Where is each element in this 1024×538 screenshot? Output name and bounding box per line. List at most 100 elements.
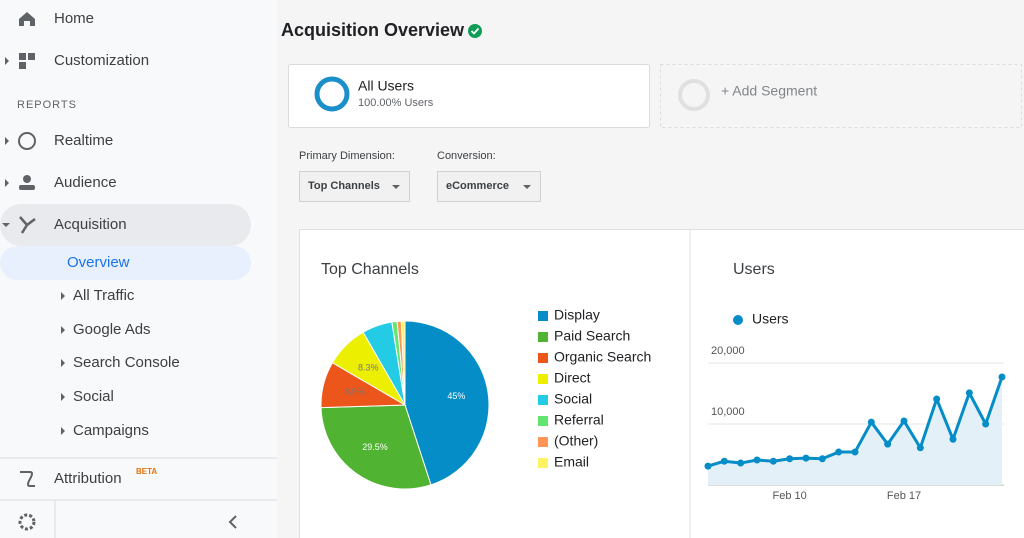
point xyxy=(998,373,1006,381)
dropdown-arrow xyxy=(392,185,400,189)
beta-badge: BETA xyxy=(136,467,157,476)
point xyxy=(933,395,941,403)
dimension-value: Top Channels xyxy=(308,180,380,192)
point xyxy=(867,418,875,426)
conversion-dropdown[interactable] xyxy=(437,171,541,202)
nav-item[interactable]: Customization xyxy=(54,52,149,69)
nav-item[interactable]: Home xyxy=(54,10,94,27)
dimension-label: Primary Dimension: xyxy=(299,150,395,162)
attribution-icon xyxy=(20,471,35,487)
nav-item[interactable]: Attribution xyxy=(54,470,122,487)
legend-swatch xyxy=(538,311,548,321)
verified-check xyxy=(470,27,480,35)
point xyxy=(786,455,794,463)
point xyxy=(851,448,859,456)
point xyxy=(769,457,777,465)
nav-item[interactable]: Audience xyxy=(54,174,117,191)
y-tick-label: 10,000 xyxy=(711,406,745,418)
legend-label: Social xyxy=(554,391,592,407)
y-tick-label: 20,000 xyxy=(711,345,745,357)
nav-item[interactable]: Acquisition xyxy=(54,216,127,233)
legend-label: Email xyxy=(554,454,589,470)
nav-subitem[interactable]: All Traffic xyxy=(73,287,135,304)
legend-swatch xyxy=(538,416,548,426)
chart-title: Top Channels xyxy=(321,261,419,278)
realtime-icon xyxy=(18,132,36,150)
expand-arrow xyxy=(61,292,65,300)
nav-item[interactable]: Realtime xyxy=(54,132,113,149)
legend-swatch xyxy=(538,458,548,468)
page-title: Acquisition Overview xyxy=(281,20,465,40)
slice-label: 8.3% xyxy=(358,362,379,372)
point xyxy=(965,389,973,397)
nav-subitem[interactable]: Campaigns xyxy=(73,422,149,439)
pie-slice xyxy=(400,320,406,406)
legend-label: Users xyxy=(752,311,789,327)
chart-title: Users xyxy=(733,261,775,278)
x-tick-label: Feb 17 xyxy=(887,490,921,502)
point xyxy=(982,420,990,428)
conversion-value: eCommerce xyxy=(446,180,509,192)
slice-label: 45% xyxy=(447,391,465,401)
customization-icon xyxy=(19,53,35,69)
expand-arrow xyxy=(5,179,9,187)
legend-label: Paid Search xyxy=(554,328,630,344)
legend-swatch xyxy=(538,395,548,405)
audience-icon xyxy=(19,175,35,190)
add-segment-icon xyxy=(678,79,710,111)
segment-card[interactable] xyxy=(288,64,650,128)
nav-subitem[interactable]: Search Console xyxy=(73,354,180,371)
legend-label: Direct xyxy=(554,370,591,386)
point xyxy=(916,444,924,452)
pie-slice xyxy=(404,320,490,486)
point xyxy=(818,455,826,463)
verified-icon xyxy=(468,24,482,38)
segment-icon xyxy=(314,76,350,112)
segment-name: All Users xyxy=(358,78,414,94)
collapse-button[interactable] xyxy=(228,515,237,529)
expand-arrow xyxy=(61,393,65,401)
legend-label: Organic Search xyxy=(554,349,651,365)
nav-subitem[interactable]: Social xyxy=(73,388,114,405)
home-icon xyxy=(19,12,35,26)
area xyxy=(708,377,1002,485)
point xyxy=(802,454,810,462)
legend-swatch xyxy=(538,353,548,363)
pie-slice xyxy=(320,404,432,490)
expand-arrow xyxy=(5,137,9,145)
point xyxy=(720,457,728,465)
legend-swatch xyxy=(538,374,548,384)
active-item xyxy=(0,246,251,280)
legend-swatch xyxy=(538,437,548,447)
legend-label: Referral xyxy=(554,412,604,428)
legend-marker xyxy=(733,315,743,325)
expand-arrow xyxy=(61,359,65,367)
dropdown-arrow xyxy=(523,185,531,189)
point xyxy=(704,462,712,470)
nav-section: REPORTS xyxy=(17,99,77,111)
add-segment-label: + Add Segment xyxy=(721,83,817,99)
expand-arrow xyxy=(61,427,65,435)
acquisition-icon xyxy=(19,216,36,234)
dimension-dropdown[interactable] xyxy=(299,171,410,202)
nav-subitem[interactable]: Google Ads xyxy=(73,321,151,338)
point xyxy=(753,456,761,464)
legend-label: Display xyxy=(554,307,600,323)
nav-item-active[interactable]: Overview xyxy=(67,254,130,271)
segment-detail: 100.00% Users xyxy=(358,97,434,109)
add-segment[interactable] xyxy=(660,64,1022,128)
settings-icon[interactable] xyxy=(18,513,36,531)
expand-arrow xyxy=(5,57,9,65)
legend-swatch xyxy=(538,332,548,342)
slice-label: 8.9% xyxy=(344,387,365,397)
expanded-arrow xyxy=(2,223,10,227)
point xyxy=(884,440,892,448)
expand-arrow xyxy=(61,326,65,334)
point xyxy=(737,459,745,467)
x-tick-label: Feb 10 xyxy=(773,490,807,502)
active-section xyxy=(0,204,251,246)
point xyxy=(835,448,843,456)
legend-label: (Other) xyxy=(554,433,598,449)
